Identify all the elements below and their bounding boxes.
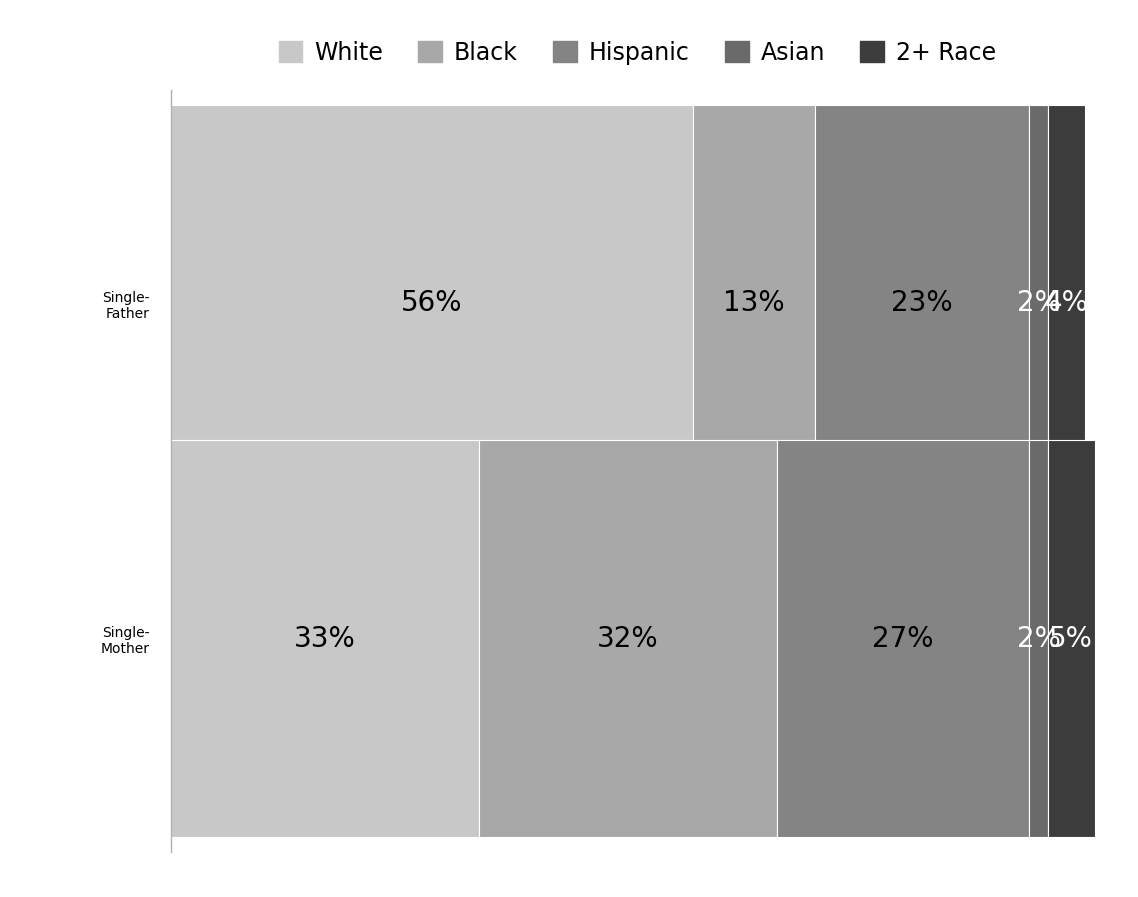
Bar xyxy=(171,440,479,837)
Bar xyxy=(1029,440,1048,837)
Bar xyxy=(479,440,777,837)
Text: 13%: 13% xyxy=(723,289,785,318)
Bar xyxy=(777,440,1029,837)
Text: 56%: 56% xyxy=(402,289,463,318)
Text: 27%: 27% xyxy=(873,624,934,653)
Bar xyxy=(693,105,815,501)
Bar xyxy=(1048,440,1095,837)
Text: 32%: 32% xyxy=(597,624,659,653)
Text: 5%: 5% xyxy=(1049,624,1094,653)
Bar xyxy=(1048,105,1086,501)
Bar xyxy=(815,105,1029,501)
Bar xyxy=(171,105,693,501)
Text: 2%: 2% xyxy=(1016,289,1061,318)
Bar xyxy=(1029,105,1048,501)
Text: 4%: 4% xyxy=(1045,289,1088,318)
Text: 23%: 23% xyxy=(891,289,953,318)
Text: 2%: 2% xyxy=(1016,624,1061,653)
Legend: White, Black, Hispanic, Asian, 2+ Race: White, Black, Hispanic, Asian, 2+ Race xyxy=(279,40,996,65)
Text: 33%: 33% xyxy=(294,624,355,653)
